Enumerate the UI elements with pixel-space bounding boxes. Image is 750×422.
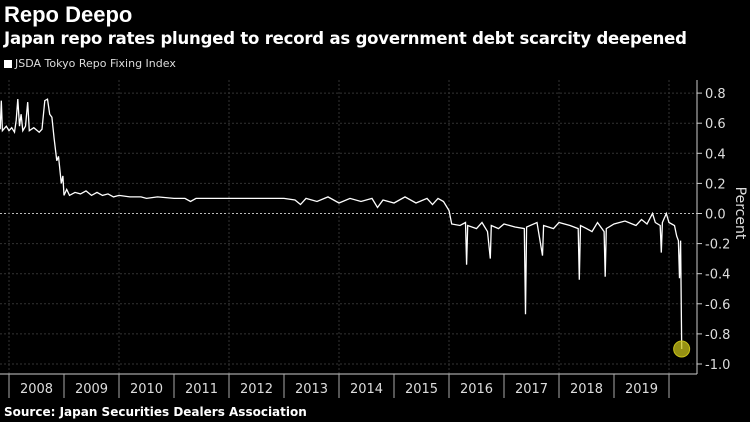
- legend-label: JSDA Tokyo Repo Fixing Index: [15, 57, 176, 70]
- series-line: [0, 98, 683, 350]
- axes: 0.8 0.6 0.4 0.2 0.0 -0.2 -0.4 -0.6 -0.8 -1.0 2008 2…: [0, 80, 730, 398]
- x-tick-label: 2013: [295, 382, 328, 397]
- x-tick-label: 2009: [75, 382, 108, 397]
- y-axis-label: Percent: [732, 187, 748, 240]
- y-tick-label: 0.4: [705, 147, 726, 162]
- source-note: Source: Japan Securities Dealers Associa…: [4, 405, 307, 419]
- y-tick-label: -1.0: [705, 358, 730, 373]
- legend-swatch: [4, 59, 12, 68]
- legend: JSDA Tokyo Repo Fixing Index: [4, 57, 176, 70]
- x-tick-label: 2011: [185, 382, 218, 397]
- x-tick-label: 2012: [240, 382, 273, 397]
- y-tick-label: -0.4: [705, 268, 730, 283]
- x-tick-label: 2008: [20, 382, 53, 397]
- grid: [0, 80, 697, 374]
- x-tick-label: 2010: [130, 382, 163, 397]
- x-tick-label: 2015: [405, 382, 438, 397]
- chart-title: Repo Deepo: [4, 2, 133, 27]
- x-tick-label: 2014: [350, 382, 383, 397]
- y-tick-label: 0.6: [705, 117, 726, 132]
- x-tick-label: 2016: [460, 382, 493, 397]
- y-tick-label: -0.6: [705, 298, 730, 313]
- y-tick-label: 0.0: [705, 208, 726, 223]
- y-tick-label: 0.8: [705, 87, 726, 102]
- x-tick-label: 2017: [515, 382, 548, 397]
- y-tick-label: -0.8: [705, 328, 730, 343]
- y-tick-label: -0.2: [705, 238, 730, 253]
- x-tick-label: 2018: [570, 382, 603, 397]
- x-tick-label: 2019: [625, 382, 658, 397]
- chart-subtitle: Japan repo rates plunged to record as go…: [4, 29, 687, 48]
- y-tick-label: 0.2: [705, 177, 726, 192]
- highlight-marker: [673, 340, 691, 358]
